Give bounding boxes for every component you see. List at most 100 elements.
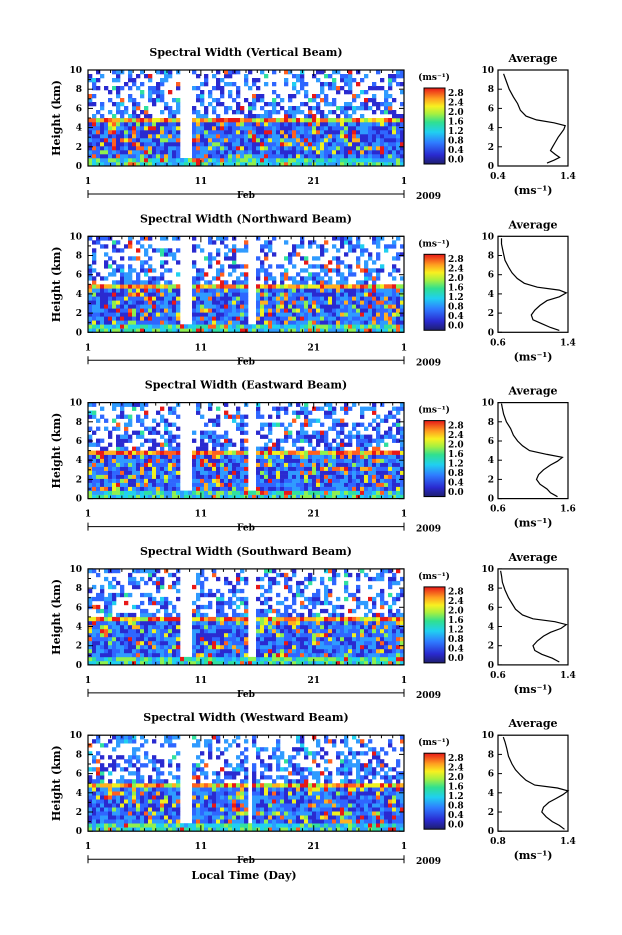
heatmap-cell [200, 593, 204, 597]
heatmap-cell [196, 86, 200, 90]
heatmap-cell [116, 403, 120, 407]
heatmap-cell [232, 268, 236, 272]
heatmap-cell [124, 244, 128, 248]
heatmap-cell [240, 300, 244, 304]
heatmap-cell [260, 447, 264, 451]
heatmap-cell [100, 126, 104, 130]
heatmap-cell [132, 122, 136, 126]
heatmap-cell [216, 142, 220, 146]
heatmap-cell [220, 617, 224, 621]
heatmap-cell [392, 320, 396, 324]
heatmap-cell [212, 256, 216, 260]
heatmap-cell [204, 479, 208, 483]
heatmap-cell [160, 657, 164, 661]
heatmap-cell [156, 300, 160, 304]
heatmap-cell [304, 415, 308, 419]
heatmap-cell [232, 154, 236, 158]
heatmap-cell [296, 118, 300, 122]
heatmap-cell [340, 304, 344, 308]
heatmap-cell [196, 146, 200, 150]
colorbar-tick-label: 0.8 [448, 469, 464, 479]
average-profile-line [502, 404, 563, 497]
heatmap-cell [196, 471, 200, 475]
heatmap-cell [292, 491, 296, 495]
heatmap-cell [208, 158, 212, 162]
heatmap-cell [96, 471, 100, 475]
heatmap-cell [132, 78, 136, 82]
heatmap-cell [148, 601, 152, 605]
heatmap-cell [284, 158, 288, 162]
heatmap-cell [300, 463, 304, 467]
heatmap-cell [168, 467, 172, 471]
heatmap-cell [140, 288, 144, 292]
heatmap-cell [256, 625, 260, 629]
heatmap-cell [116, 264, 120, 268]
heatmap-cell [348, 324, 352, 328]
heatmap-cell [392, 134, 396, 138]
heatmap-cell [388, 463, 392, 467]
heatmap-cell [108, 90, 112, 94]
heatmap-cell [240, 248, 244, 252]
heatmap-cell [192, 641, 196, 645]
heatmap-cell [96, 122, 100, 126]
heatmap-cell [144, 621, 148, 625]
heatmap-cell [204, 312, 208, 316]
heatmap-cell [156, 90, 160, 94]
heatmap-cell [184, 657, 188, 661]
heatmap-cell [116, 617, 120, 621]
heatmap-cell [148, 130, 152, 134]
heatmap-cell [140, 110, 144, 114]
heatmap-cell [120, 280, 124, 284]
heatmap-cell [220, 593, 224, 597]
heatmap-cell [236, 90, 240, 94]
heatmap-cell [136, 130, 140, 134]
heatmap-cell [284, 451, 288, 455]
heatmap-cell [176, 158, 180, 162]
heatmap-cell [172, 573, 176, 577]
heatmap-cell [324, 451, 328, 455]
y-tick-label: 0 [76, 162, 82, 172]
heatmap-cell [172, 308, 176, 312]
heatmap-cell [208, 633, 212, 637]
heatmap-cell [380, 455, 384, 459]
heatmap-cell [380, 154, 384, 158]
heatmap-cell [216, 657, 220, 661]
heatmap-cell [144, 483, 148, 487]
heatmap-cell [380, 324, 384, 328]
heatmap-cell [340, 455, 344, 459]
heatmap-cell [256, 288, 260, 292]
heatmap-cell [308, 308, 312, 312]
heatmap-cell [384, 308, 388, 312]
average-profile-line [504, 74, 566, 163]
heatmap-cell [396, 308, 400, 312]
heatmap-cell [156, 589, 160, 593]
heatmap-cell [276, 134, 280, 138]
heatmap-cell [304, 491, 308, 495]
heatmap-cell [256, 78, 260, 82]
heatmap-cell [324, 316, 328, 320]
heatmap-cell [232, 256, 236, 260]
x-tick-label: 1 [85, 510, 91, 520]
heatmap-cell [116, 86, 120, 90]
heatmap-cell [328, 118, 332, 122]
heatmap-cell [324, 459, 328, 463]
x-tick-label: 21 [307, 177, 320, 187]
heatmap-cell [176, 589, 180, 593]
heatmap-cell [168, 455, 172, 459]
heatmap-cell [132, 284, 136, 288]
heatmap-cell [152, 427, 156, 431]
heatmap-cell [216, 609, 220, 613]
heatmap-cell [148, 427, 152, 431]
heatmap-cell [136, 415, 140, 419]
heatmap-cell [104, 617, 108, 621]
heatmap-cell [136, 487, 140, 491]
colorbar-tick-label: 1.2 [448, 293, 464, 303]
heatmap-cell [276, 122, 280, 126]
heatmap-cell [148, 463, 152, 467]
heatmap-cell [164, 122, 168, 126]
heatmap-cell [88, 463, 92, 467]
heatmap-cell [232, 308, 236, 312]
heatmap-cell [156, 248, 160, 252]
heatmap-cell [300, 110, 304, 114]
heatmap-cell [344, 134, 348, 138]
